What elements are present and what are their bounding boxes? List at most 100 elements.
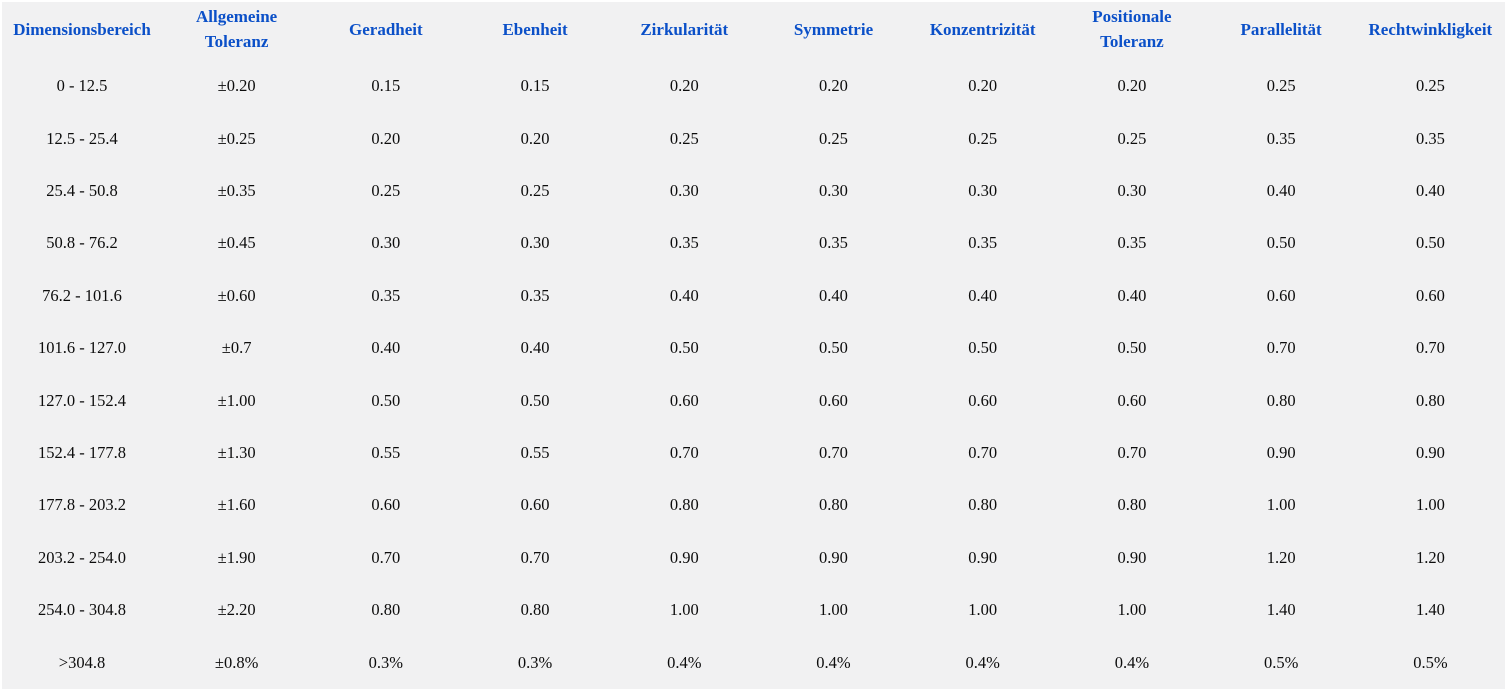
- tolerance-value-cell: 0.90: [819, 547, 848, 567]
- tolerance-value-cell: 0.50: [968, 338, 998, 358]
- tolerance-value-cell: 0.40: [371, 338, 401, 358]
- tolerance-value-cell: 0.25: [1266, 76, 1296, 96]
- tolerance-value-cell: 0.60: [819, 390, 848, 410]
- tolerance-value-cell: 0.5%: [1413, 652, 1448, 672]
- tolerance-value-cell: 0.50: [1117, 338, 1147, 358]
- tolerance-value-cell: 0.60: [1117, 390, 1147, 410]
- tolerance-value-cell: 0.40: [1415, 181, 1445, 201]
- tolerance-value-cell: 0.40: [1266, 181, 1296, 201]
- dimension-range-cell: 127.0 - 152.4: [38, 390, 126, 410]
- tolerance-value-cell: 0.20: [968, 76, 998, 96]
- tolerance-value-cell: 1.40: [1415, 600, 1445, 620]
- tolerance-value-cell: 0.60: [1415, 285, 1445, 305]
- dimension-range-cell: 12.5 - 25.4: [46, 128, 118, 148]
- tolerance-value-cell: 1.00: [968, 600, 998, 620]
- table-row: 254.0 - 304.8 ±2.20 0.80 0.80 1.00 1.00 1.00 1.…: [2, 584, 1505, 636]
- dimension-range-cell: 203.2 - 254.0: [38, 547, 126, 567]
- tolerance-value-cell: 0.90: [968, 547, 998, 567]
- tolerance-value-cell: 0.25: [371, 181, 401, 201]
- tolerance-value-cell: 0.35: [371, 285, 401, 305]
- tolerance-value-cell: 0.35: [968, 233, 998, 253]
- tolerance-value-cell: 0.50: [819, 338, 848, 358]
- header-cell: Dimensionsbereich: [13, 19, 151, 39]
- tolerance-value-cell: 0.60: [1266, 285, 1296, 305]
- tolerance-value-cell: 0.60: [968, 390, 998, 410]
- tolerance-value-cell: ±2.20: [217, 600, 256, 620]
- tolerance-value-cell: 1.40: [1266, 600, 1296, 620]
- table-row: 25.4 - 50.8 ±0.35 0.25 0.25 0.30 0.30 0.30 0.30…: [2, 165, 1505, 217]
- tolerance-value-cell: 1.00: [1266, 495, 1296, 515]
- table-row: 152.4 - 177.8 ±1.30 0.55 0.55 0.70 0.70 0.70 0.…: [2, 427, 1505, 479]
- tolerance-value-cell: 0.50: [520, 390, 550, 410]
- table-row: 76.2 - 101.6 ±0.60 0.35 0.35 0.40 0.40 0.40 0.4…: [2, 270, 1505, 322]
- header-cell: Ebenheit: [502, 19, 568, 39]
- tolerance-value-cell: 0.90: [1266, 443, 1296, 463]
- tolerance-value-cell: 1.20: [1266, 547, 1296, 567]
- header-cell: Positionale Toleranz: [1092, 7, 1172, 51]
- tolerance-value-cell: 0.30: [1117, 181, 1147, 201]
- tolerance-value-cell: 0.50: [1266, 233, 1296, 253]
- tolerance-value-cell: 0.25: [968, 128, 998, 148]
- tolerance-value-cell: 0.25: [1415, 76, 1445, 96]
- dimension-range-cell: 101.6 - 127.0: [38, 338, 126, 358]
- tolerance-value-cell: 0.4%: [965, 652, 1000, 672]
- table-row: 0 - 12.5 ±0.20 0.15 0.15 0.20 0.20 0.20 0.20 0.2…: [2, 60, 1505, 112]
- tolerance-value-cell: 1.00: [669, 600, 699, 620]
- tolerance-value-cell: 0.40: [520, 338, 550, 358]
- tolerance-value-cell: 1.00: [1117, 600, 1147, 620]
- tolerance-value-cell: 0.25: [520, 181, 550, 201]
- tolerance-value-cell: 0.40: [968, 285, 998, 305]
- tolerance-value-cell: 0.35: [520, 285, 550, 305]
- tolerance-value-cell: 1.00: [819, 600, 848, 620]
- tolerance-value-cell: 0.90: [1415, 443, 1445, 463]
- dimension-range-cell: 76.2 - 101.6: [42, 285, 122, 305]
- tolerance-value-cell: 0.60: [371, 495, 401, 515]
- header-cell: Geradheit: [349, 19, 423, 39]
- tolerance-value-cell: 0.25: [1117, 128, 1147, 148]
- tolerance-value-cell: ±0.60: [217, 285, 256, 305]
- tolerance-value-cell: 0.40: [1117, 285, 1147, 305]
- tolerance-value-cell: 0.35: [819, 233, 848, 253]
- tolerance-value-cell: 0.35: [1266, 128, 1296, 148]
- tolerance-value-cell: 0.70: [968, 443, 998, 463]
- tolerance-value-cell: ±0.7: [221, 338, 252, 358]
- tolerance-value-cell: 0.30: [669, 181, 699, 201]
- tolerance-value-cell: 1.00: [1415, 495, 1445, 515]
- dimension-range-cell: >304.8: [58, 652, 106, 672]
- tolerance-value-cell: 0.20: [1117, 76, 1147, 96]
- tolerance-value-cell: 0.70: [520, 547, 550, 567]
- tolerance-value-cell: ±0.8%: [214, 652, 259, 672]
- tolerance-value-cell: ±1.60: [217, 495, 256, 515]
- tolerance-value-cell: 0.20: [371, 128, 401, 148]
- tolerance-value-cell: ±0.20: [217, 76, 256, 96]
- tolerance-value-cell: 0.80: [1266, 390, 1296, 410]
- header-cell: Symmetrie: [793, 19, 874, 39]
- dimension-range-cell: 0 - 12.5: [56, 76, 108, 96]
- tolerance-value-cell: 0.90: [669, 547, 699, 567]
- tolerance-value-cell: 1.20: [1415, 547, 1445, 567]
- tolerance-value-cell: 0.3%: [368, 652, 404, 672]
- tolerance-value-cell: 0.20: [669, 76, 699, 96]
- tolerance-value-cell: ±0.25: [217, 128, 256, 148]
- tolerance-value-cell: 0.70: [669, 443, 699, 463]
- tolerance-value-cell: 0.30: [819, 181, 848, 201]
- tolerance-value-cell: 0.55: [520, 443, 550, 463]
- dimension-range-cell: 50.8 - 76.2: [46, 233, 118, 253]
- header-cell: Parallelität: [1240, 19, 1322, 39]
- tolerance-value-cell: 0.4%: [816, 652, 851, 672]
- tolerance-value-cell: 0.35: [1415, 128, 1445, 148]
- tolerance-value-cell: 0.50: [371, 390, 401, 410]
- tolerance-value-cell: 0.4%: [1114, 652, 1150, 672]
- dimension-range-cell: 177.8 - 203.2: [38, 495, 126, 515]
- table-row: 101.6 - 127.0 ±0.7 0.40 0.40 0.50 0.50 0.50 0.5…: [2, 322, 1505, 374]
- table-row: 12.5 - 25.4 ±0.25 0.20 0.20 0.25 0.25 0.25 0.25…: [2, 112, 1505, 164]
- header-cell: Allgemeine Toleranz: [196, 7, 278, 51]
- table-row: 127.0 - 152.4 ±1.00 0.50 0.50 0.60 0.60 0.60 0.…: [2, 374, 1505, 426]
- tolerance-value-cell: 0.50: [1415, 233, 1445, 253]
- table-body: 0 - 12.5 ±0.20 0.15 0.15 0.20 0.20 0.20 0.20 0.2…: [2, 60, 1505, 689]
- tolerance-value-cell: 0.70: [819, 443, 848, 463]
- dimension-range-cell: 152.4 - 177.8: [38, 443, 126, 463]
- tolerance-value-cell: 0.25: [819, 128, 848, 148]
